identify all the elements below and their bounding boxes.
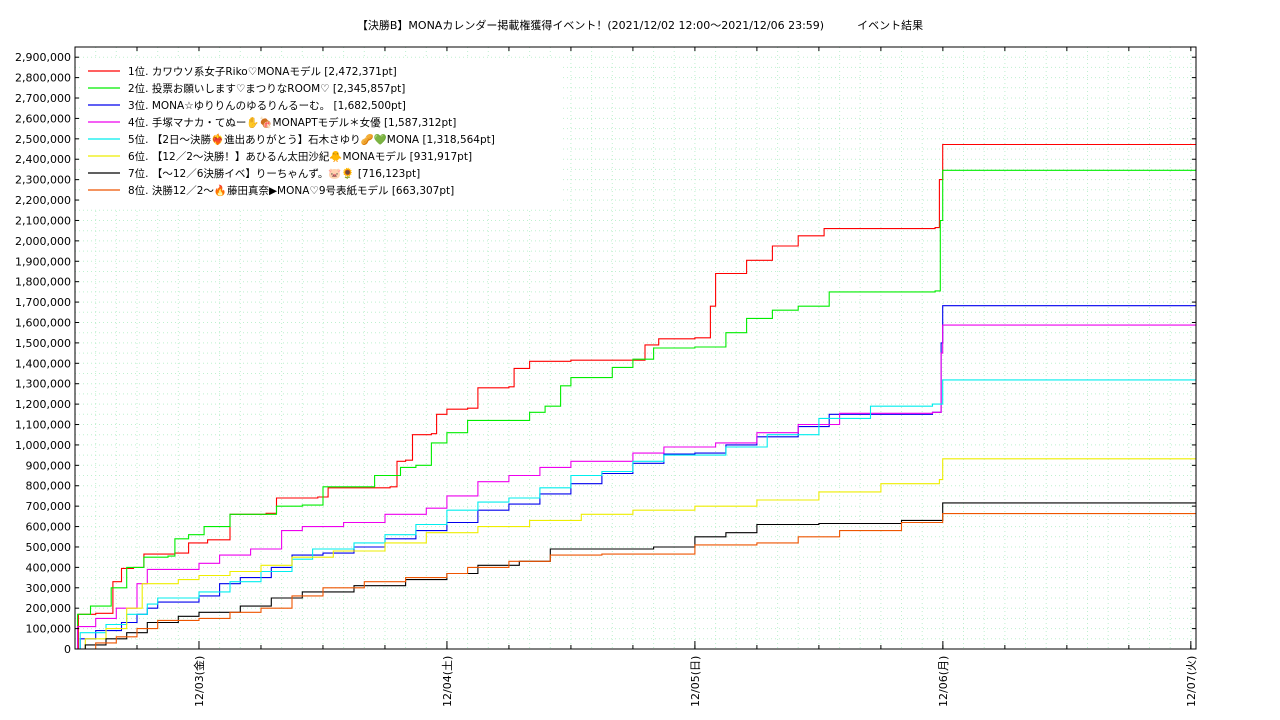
x-tick-label: 12/05(日) xyxy=(689,656,702,707)
series-line-5 xyxy=(75,379,1196,650)
legend-label: 3位. MONA☆ゆりりんのゆるりんるーむ。 [1,682,500pt] xyxy=(128,99,406,112)
series-lines xyxy=(75,143,1196,650)
legend-label: 7位. 【〜12／6決勝イベ】りーちゃんず。🐷🌻 [716,123pt] xyxy=(128,167,420,180)
y-tick-label: 1,400,000 xyxy=(15,357,71,370)
x-tick-label: 12/04(土) xyxy=(441,656,454,707)
axes: 0 100,000 200,000 300,000 400,000 500,000 600,… xyxy=(15,47,1198,707)
y-tick-label: 800,000 xyxy=(26,480,72,493)
y-tick-label: 100,000 xyxy=(26,623,72,636)
series-line-8 xyxy=(75,513,1196,650)
y-tick-label: 1,900,000 xyxy=(15,255,71,268)
y-tick-label: 200,000 xyxy=(26,602,72,615)
y-tick-label: 700,000 xyxy=(26,500,72,513)
y-tick-label: 1,800,000 xyxy=(15,276,71,289)
y-tick-label: 500,000 xyxy=(26,541,72,554)
legend-label: 1位. カワウソ系女子Riko♡MONAモデル [2,472,371pt] xyxy=(128,65,397,78)
x-tick-label: 12/06(月) xyxy=(937,656,950,707)
chart-title: 【決勝B】MONAカレンダー掲載権獲得イベント！(2021/12/02 12:0… xyxy=(356,19,924,32)
legend-label: 6位. 【12／2〜決勝！】あひるん太田沙紀🐥MONAモデル [931,917p… xyxy=(128,150,472,163)
y-tick-label: 1,000,000 xyxy=(15,439,71,452)
y-tick-label: 2,300,000 xyxy=(15,174,71,187)
grid xyxy=(74,47,1196,649)
y-tick-label: 2,700,000 xyxy=(15,92,71,105)
series-line-4 xyxy=(75,324,1196,650)
series-line-6 xyxy=(75,458,1196,650)
legend: 1位. カワウソ系女子Riko♡MONAモデル [2,472,371pt] 2位.… xyxy=(80,58,560,208)
y-tick-label: 900,000 xyxy=(26,459,72,472)
y-tick-label: 2,000,000 xyxy=(15,235,71,248)
y-tick-label: 0 xyxy=(64,643,71,656)
y-tick-label: 2,900,000 xyxy=(15,51,71,64)
y-tick-label: 1,100,000 xyxy=(15,419,71,432)
y-tick-label: 2,600,000 xyxy=(15,112,71,125)
x-tick-label: 12/07(火) xyxy=(1185,656,1198,707)
y-tick-label: 1,700,000 xyxy=(15,296,71,309)
plot-area xyxy=(74,46,1197,650)
series-line-2 xyxy=(75,169,1196,650)
y-tick-label: 2,500,000 xyxy=(15,133,71,146)
y-tick-label: 600,000 xyxy=(26,521,72,534)
y-tick-label: 1,200,000 xyxy=(15,398,71,411)
legend-label: 5位. 【2日〜決勝❤‍🔥進出ありがとう】石木さゆり🥜💚MONA [1,318,… xyxy=(128,132,495,146)
x-tick-label: 12/03(金) xyxy=(192,656,206,707)
y-tick-label: 1,600,000 xyxy=(15,316,71,329)
legend-label: 4位. 手塚マナカ・てぬー✋🍖MONAPTモデル＊女優 [1,587,312pt… xyxy=(128,116,456,129)
y-tick-label: 2,200,000 xyxy=(15,194,71,207)
y-tick-label: 1,300,000 xyxy=(15,378,71,391)
y-tick-label: 300,000 xyxy=(26,582,72,595)
y-tick-label: 2,800,000 xyxy=(15,72,71,85)
y-tick-label: 1,500,000 xyxy=(15,337,71,350)
y-tick-label: 2,100,000 xyxy=(15,214,71,227)
y-tick-label: 400,000 xyxy=(26,561,72,574)
y-tick-label: 2,400,000 xyxy=(15,153,71,166)
legend-background xyxy=(80,58,560,208)
legend-label: 2位. 投票お願いします♡まつりなROOM♡ [2,345,857pt] xyxy=(128,82,405,95)
legend-label: 8位. 決勝12／2〜🔥藤田真奈▶MONA♡9号表紙モデル [663,307pt… xyxy=(128,184,454,197)
series-line-7 xyxy=(75,502,1196,650)
series-line-3 xyxy=(75,305,1196,650)
